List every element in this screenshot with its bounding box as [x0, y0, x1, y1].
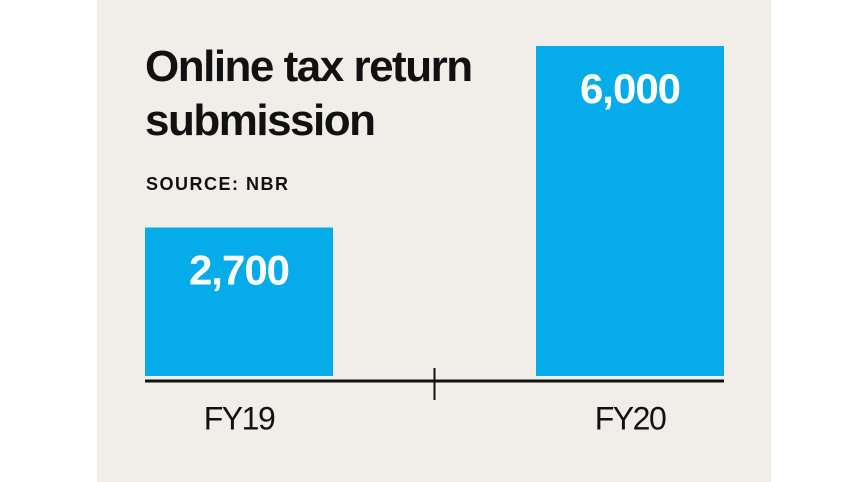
bar [536, 46, 724, 376]
chart-title: Online tax return submission [145, 42, 473, 145]
x-tick-label: FY20 [595, 400, 666, 436]
value-label: 6,000 [580, 65, 680, 112]
value-label: 2,700 [189, 247, 289, 294]
source-note: SOURCE: NBR [146, 174, 290, 194]
x-tick-label: FY19 [204, 400, 275, 436]
bar [145, 227, 333, 376]
